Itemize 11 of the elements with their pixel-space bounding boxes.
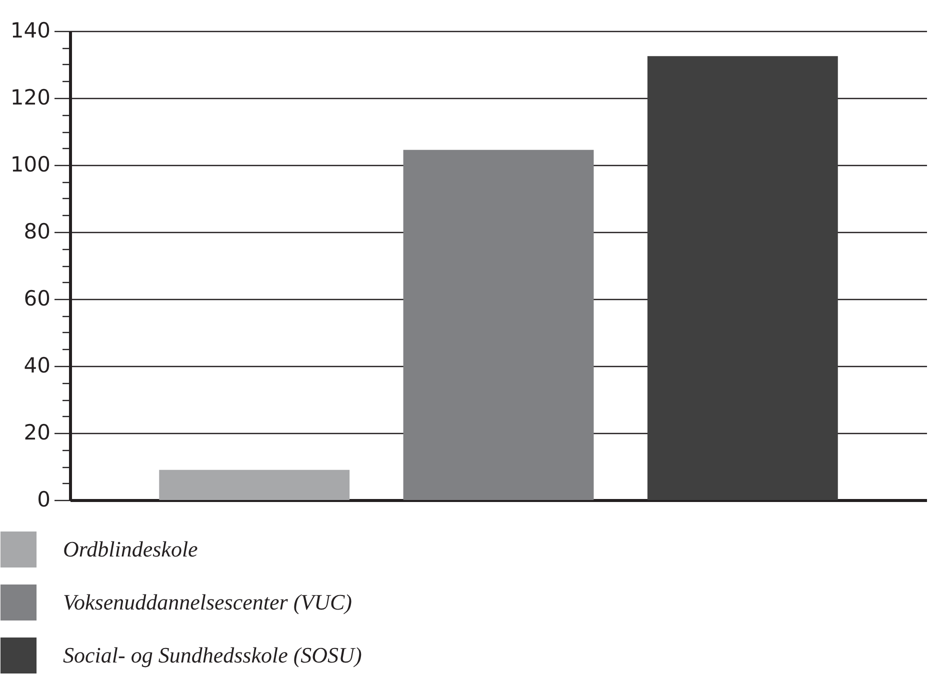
- y-tick-label: 100: [10, 152, 50, 176]
- y-tick-label: 120: [10, 86, 50, 110]
- y-tick-label: 60: [24, 286, 50, 310]
- y-tick-label: 0: [37, 488, 50, 512]
- legend-label: Ordblindeskole: [63, 536, 198, 562]
- y-tick-label: 20: [24, 420, 50, 444]
- legend-label: Voksenuddannelsescenter (VUC): [63, 590, 352, 614]
- y-tick-label: 80: [24, 220, 50, 244]
- y-tick-label: 40: [24, 354, 50, 378]
- y-tick-label: 140: [10, 18, 50, 42]
- legend-label: Social- og Sundhedsskole (SOSU): [63, 642, 362, 668]
